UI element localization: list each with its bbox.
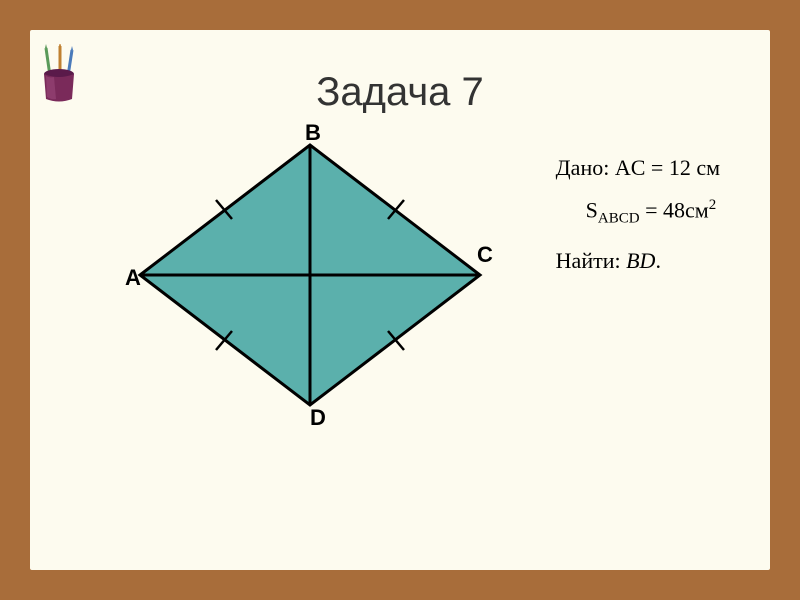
vertex-c-label: C	[477, 242, 493, 268]
slide-container: Задача 7 A B C D Дано: AC = 12 см SABCD …	[30, 30, 770, 570]
vertex-b-label: B	[305, 120, 321, 146]
area-value: = 48см	[640, 197, 709, 222]
given-line-2: SABCD = 48см2	[556, 197, 720, 228]
rhombus-diagram: A B C D	[110, 125, 490, 435]
area-superscript: 2	[709, 197, 717, 213]
vertex-a-label: A	[125, 265, 141, 291]
given-value-1: 12 см	[669, 155, 720, 180]
find-variable: BD	[626, 248, 655, 273]
area-subscript: ABCD	[598, 211, 640, 227]
problem-statement: Дано: AC = 12 см SABCD = 48см2 Найти: BD…	[556, 155, 720, 290]
pencil-holder-icon	[38, 44, 83, 109]
given-prefix-1: Дано: AC =	[556, 155, 669, 180]
problem-title: Задача 7	[316, 70, 484, 115]
given-line-1: Дано: AC = 12 см	[556, 155, 720, 181]
find-suffix: .	[655, 248, 661, 273]
area-symbol: S	[586, 197, 598, 222]
find-prefix: Найти:	[556, 248, 626, 273]
find-line: Найти: BD.	[556, 248, 720, 274]
vertex-d-label: D	[310, 405, 326, 431]
